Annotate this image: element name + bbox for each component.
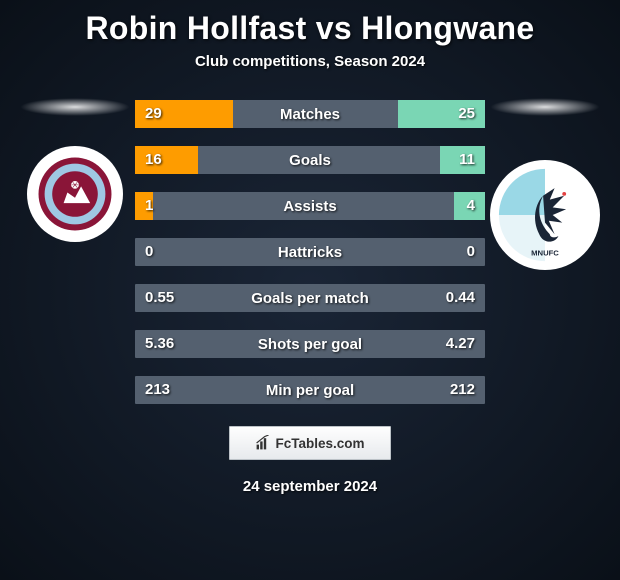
stat-label: Shots per goal (258, 336, 362, 353)
stat-label: Hattricks (278, 244, 342, 261)
stat-label: Matches (280, 106, 340, 123)
left-team-col (15, 98, 135, 242)
stat-val-right: 4.27 (446, 335, 475, 352)
stat-row: 29 25 Matches (135, 100, 485, 128)
date: 24 september 2024 (243, 478, 377, 495)
right-team-badge: MNUFC (490, 160, 600, 270)
stat-val-left: 5.36 (145, 335, 174, 352)
stats-col: 29 25 Matches 16 11 Goals 1 4 Assists 0 0 Hattricks… (135, 100, 485, 404)
logo-text: FcTables.com (275, 436, 364, 451)
stat-val-right: 11 (459, 151, 475, 168)
svg-text:MNUFC: MNUFC (531, 248, 559, 257)
stat-row: 213 212 Min per goal (135, 376, 485, 404)
stat-val-left: 0 (145, 243, 153, 260)
stat-label: Min per goal (266, 382, 354, 399)
stat-label: Goals per match (251, 290, 369, 307)
chart-icon (255, 435, 271, 451)
comparison-card: Robin Hollfast vs Hlongwane Club competi… (0, 0, 620, 580)
stat-val-right: 0 (467, 243, 475, 260)
left-team-badge (27, 146, 123, 242)
stat-val-left: 1 (145, 197, 153, 214)
stat-label: Goals (289, 152, 331, 169)
stat-val-right: 212 (450, 381, 475, 398)
stat-row: 0.55 0.44 Goals per match (135, 284, 485, 312)
stat-label: Assists (283, 198, 336, 215)
title: Robin Hollfast vs Hlongwane (85, 10, 534, 47)
colorado-badge-icon (37, 156, 113, 232)
stat-row: 16 11 Goals (135, 146, 485, 174)
main-row: 29 25 Matches 16 11 Goals 1 4 Assists 0 0 Hattricks… (0, 98, 620, 404)
subtitle: Club competitions, Season 2024 (195, 53, 425, 70)
stat-val-left: 0.55 (145, 289, 174, 306)
stat-val-left: 29 (145, 105, 162, 122)
stat-val-left: 213 (145, 381, 170, 398)
stat-row: 0 0 Hattricks (135, 238, 485, 266)
shadow-oval-left (20, 98, 130, 116)
stat-val-right: 4 (467, 197, 475, 214)
stat-row: 5.36 4.27 Shots per goal (135, 330, 485, 358)
fctables-logo: FcTables.com (229, 426, 391, 460)
stat-val-right: 25 (458, 105, 475, 122)
minnesota-badge-icon: MNUFC (497, 167, 593, 263)
stat-row: 1 4 Assists (135, 192, 485, 220)
shadow-oval-right (490, 98, 600, 116)
stat-val-right: 0.44 (446, 289, 475, 306)
stat-val-left: 16 (145, 151, 162, 168)
right-team-col: MNUFC (485, 98, 605, 270)
